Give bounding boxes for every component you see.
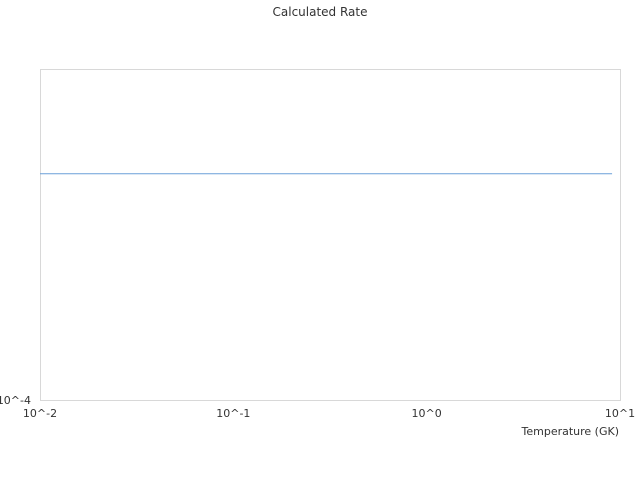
plot-frame [40, 69, 621, 401]
x-tick-label: 10^0 [412, 407, 442, 420]
chart-title: Calculated Rate [272, 5, 368, 19]
y-tick-label: 10^-4 [0, 394, 31, 407]
x-tick-label: 10^-1 [216, 407, 250, 420]
x-tick-label: 10^1 [605, 407, 635, 420]
x-axis-label: Temperature (GK) [521, 425, 620, 438]
x-tick-label: 10^-2 [23, 407, 57, 420]
